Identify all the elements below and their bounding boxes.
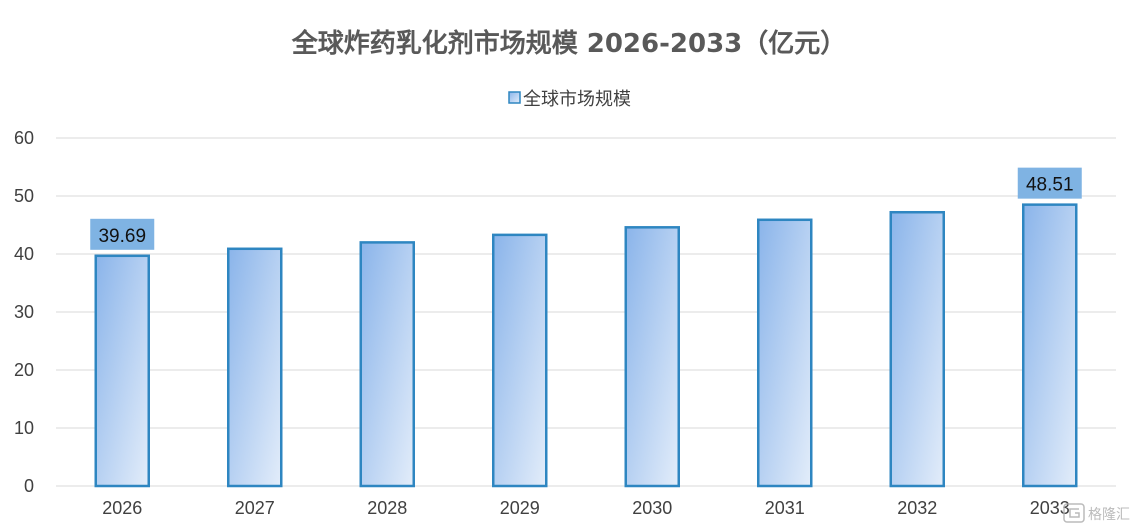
x-tick-label: 2032 bbox=[897, 498, 937, 518]
legend-label: 全球市场规模 bbox=[523, 89, 631, 110]
bar bbox=[227, 247, 283, 488]
watermark-text: 格隆汇 bbox=[1088, 507, 1130, 523]
data-label-box bbox=[1017, 167, 1082, 199]
gridlines bbox=[56, 137, 1116, 487]
y-tick-label: 30 bbox=[14, 302, 34, 322]
bar bbox=[359, 241, 415, 488]
y-tick-label: 10 bbox=[14, 418, 34, 438]
y-tick-label: 20 bbox=[14, 360, 34, 380]
bar bbox=[1022, 203, 1078, 488]
chart-title: 全球炸药乳化剂市场规模 2026-2033（亿元） bbox=[291, 28, 847, 59]
bar bbox=[492, 233, 548, 488]
y-tick-label: 0 bbox=[24, 476, 34, 496]
x-tick-label: 2033 bbox=[1030, 498, 1070, 518]
bar bbox=[624, 226, 680, 488]
data-label-text: 39.69 bbox=[98, 226, 146, 247]
bar bbox=[889, 210, 945, 488]
x-tick-label: 2027 bbox=[235, 498, 275, 518]
bar bbox=[94, 254, 150, 488]
x-tick-label: 2028 bbox=[367, 498, 407, 518]
y-tick-label: 60 bbox=[14, 128, 34, 148]
legend: 全球市场规模 bbox=[508, 89, 631, 110]
x-tick-label: 2029 bbox=[500, 498, 540, 518]
watermark: 格隆汇 bbox=[1063, 503, 1130, 523]
data-label: 39.69 bbox=[90, 218, 155, 250]
data-labels: 39.69 48.51 bbox=[90, 167, 1082, 250]
data-label-box bbox=[90, 218, 155, 250]
data-label-text: 48.51 bbox=[1026, 175, 1074, 196]
bars bbox=[94, 203, 1078, 488]
bar bbox=[757, 218, 813, 488]
data-label: 48.51 bbox=[1017, 167, 1082, 199]
x-tick-label: 2031 bbox=[765, 498, 805, 518]
x-tick-label: 2030 bbox=[632, 498, 672, 518]
y-axis-ticks: 0 10 20 30 40 50 60 bbox=[14, 128, 34, 496]
x-tick-label: 2026 bbox=[102, 498, 142, 518]
x-axis-ticks: 2026 2027 2028 2029 2030 2031 2032 2033 bbox=[102, 498, 1070, 518]
watermark-logo-icon bbox=[1063, 503, 1085, 523]
y-tick-label: 40 bbox=[14, 244, 34, 264]
y-tick-label: 50 bbox=[14, 186, 34, 206]
legend-swatch bbox=[508, 91, 521, 104]
